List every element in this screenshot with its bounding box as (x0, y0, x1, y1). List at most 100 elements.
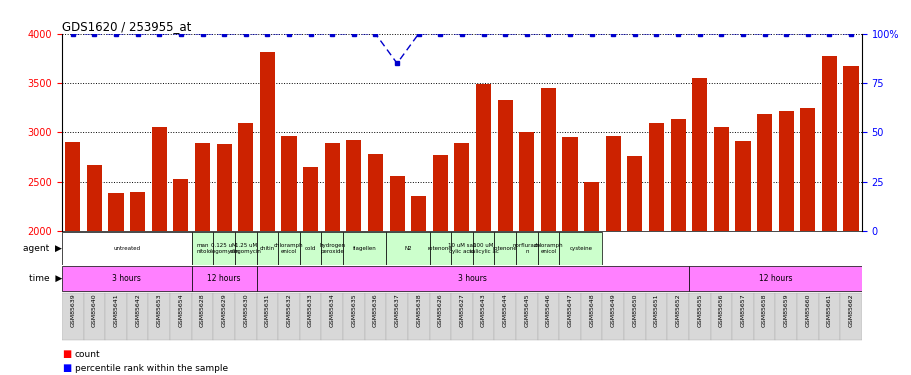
Text: GSM85654: GSM85654 (179, 293, 183, 327)
Bar (130, 192, 145, 375)
Bar (321, 232, 343, 265)
Bar (429, 232, 451, 265)
Text: GSM85661: GSM85661 (826, 293, 831, 327)
Text: GSM85626: GSM85626 (437, 293, 443, 327)
Bar (213, 232, 235, 265)
Bar (562, 137, 577, 375)
Text: GSM85636: GSM85636 (373, 293, 377, 327)
Bar (713, 126, 728, 375)
Text: rotenone: rotenone (427, 246, 452, 251)
Text: GSM85647: GSM85647 (567, 293, 572, 327)
Text: 100 uM
salicylic ac: 100 uM salicylic ac (468, 243, 498, 254)
Bar (497, 100, 512, 375)
Bar (451, 293, 472, 340)
Bar (256, 293, 278, 340)
Text: 3 hours: 3 hours (458, 274, 486, 283)
Bar (389, 176, 404, 375)
Bar (649, 123, 663, 375)
Bar (839, 293, 861, 340)
Bar (213, 293, 235, 340)
Bar (756, 114, 772, 375)
Bar (343, 293, 364, 340)
Text: 0.125 uM
ologomycin: 0.125 uM ologomycin (208, 243, 240, 254)
Bar (238, 123, 253, 375)
Bar (537, 232, 558, 265)
Bar (235, 293, 256, 340)
Text: percentile rank within the sample: percentile rank within the sample (75, 364, 228, 373)
Text: GSM85639: GSM85639 (70, 293, 76, 327)
Text: GSM85660: GSM85660 (804, 293, 809, 327)
Text: 12 hours: 12 hours (207, 274, 241, 283)
Bar (688, 266, 861, 291)
Bar (623, 293, 645, 340)
Bar (148, 293, 170, 340)
Bar (843, 66, 857, 375)
Text: GSM85658: GSM85658 (762, 293, 766, 327)
Bar (433, 155, 447, 375)
Bar (774, 293, 796, 340)
Bar (151, 126, 167, 375)
Text: 12 hours: 12 hours (758, 274, 792, 283)
Bar (127, 293, 148, 340)
Bar (472, 232, 494, 265)
Bar (518, 132, 534, 375)
Text: chloramph
enicol: chloramph enicol (274, 243, 303, 254)
Bar (558, 293, 580, 340)
Bar (476, 84, 490, 375)
Text: 3 hours: 3 hours (112, 274, 141, 283)
Text: GSM85644: GSM85644 (502, 293, 507, 327)
Bar (472, 293, 494, 340)
Text: GSM85646: GSM85646 (546, 293, 550, 327)
Bar (778, 111, 793, 375)
Text: GSM85640: GSM85640 (92, 293, 97, 327)
Text: ■: ■ (62, 363, 71, 373)
Bar (324, 143, 340, 375)
Text: GSM85650: GSM85650 (631, 293, 637, 327)
Bar (256, 232, 278, 265)
Bar (580, 293, 602, 340)
Bar (278, 293, 300, 340)
Bar (516, 232, 537, 265)
Bar (407, 293, 429, 340)
Bar (734, 141, 750, 375)
Bar (558, 232, 602, 265)
Text: untreated: untreated (113, 246, 140, 251)
Bar (670, 118, 685, 375)
Bar (386, 232, 429, 265)
Bar (796, 293, 818, 340)
Bar (170, 293, 191, 340)
Bar (667, 293, 688, 340)
Bar (799, 108, 814, 375)
Bar (451, 232, 472, 265)
Text: chloramph
enicol: chloramph enicol (533, 243, 563, 254)
Bar (87, 165, 102, 375)
Text: GSM85637: GSM85637 (394, 293, 399, 327)
Bar (66, 142, 80, 375)
Bar (321, 293, 343, 340)
Bar (605, 136, 620, 375)
Bar (540, 88, 556, 375)
Text: norflurazo
n: norflurazo n (512, 243, 540, 254)
Bar (346, 140, 361, 375)
Bar (494, 293, 516, 340)
Bar (494, 232, 516, 265)
Bar (429, 293, 451, 340)
Bar (62, 293, 84, 340)
Text: GSM85648: GSM85648 (589, 293, 593, 327)
Text: GSM85657: GSM85657 (740, 293, 744, 327)
Bar (732, 293, 752, 340)
Text: GSM85628: GSM85628 (200, 293, 205, 327)
Text: GSM85630: GSM85630 (243, 293, 248, 327)
Text: flagellen: flagellen (353, 246, 376, 251)
Bar (108, 193, 124, 375)
Text: cold: cold (304, 246, 316, 251)
Text: GSM85652: GSM85652 (675, 293, 680, 327)
Bar (302, 167, 318, 375)
Bar (281, 136, 296, 375)
Text: GSM85659: GSM85659 (783, 293, 788, 327)
Text: GSM85649: GSM85649 (610, 293, 615, 327)
Bar (364, 293, 386, 340)
Bar (411, 196, 425, 375)
Bar (710, 293, 732, 340)
Text: GSM85653: GSM85653 (157, 293, 161, 327)
